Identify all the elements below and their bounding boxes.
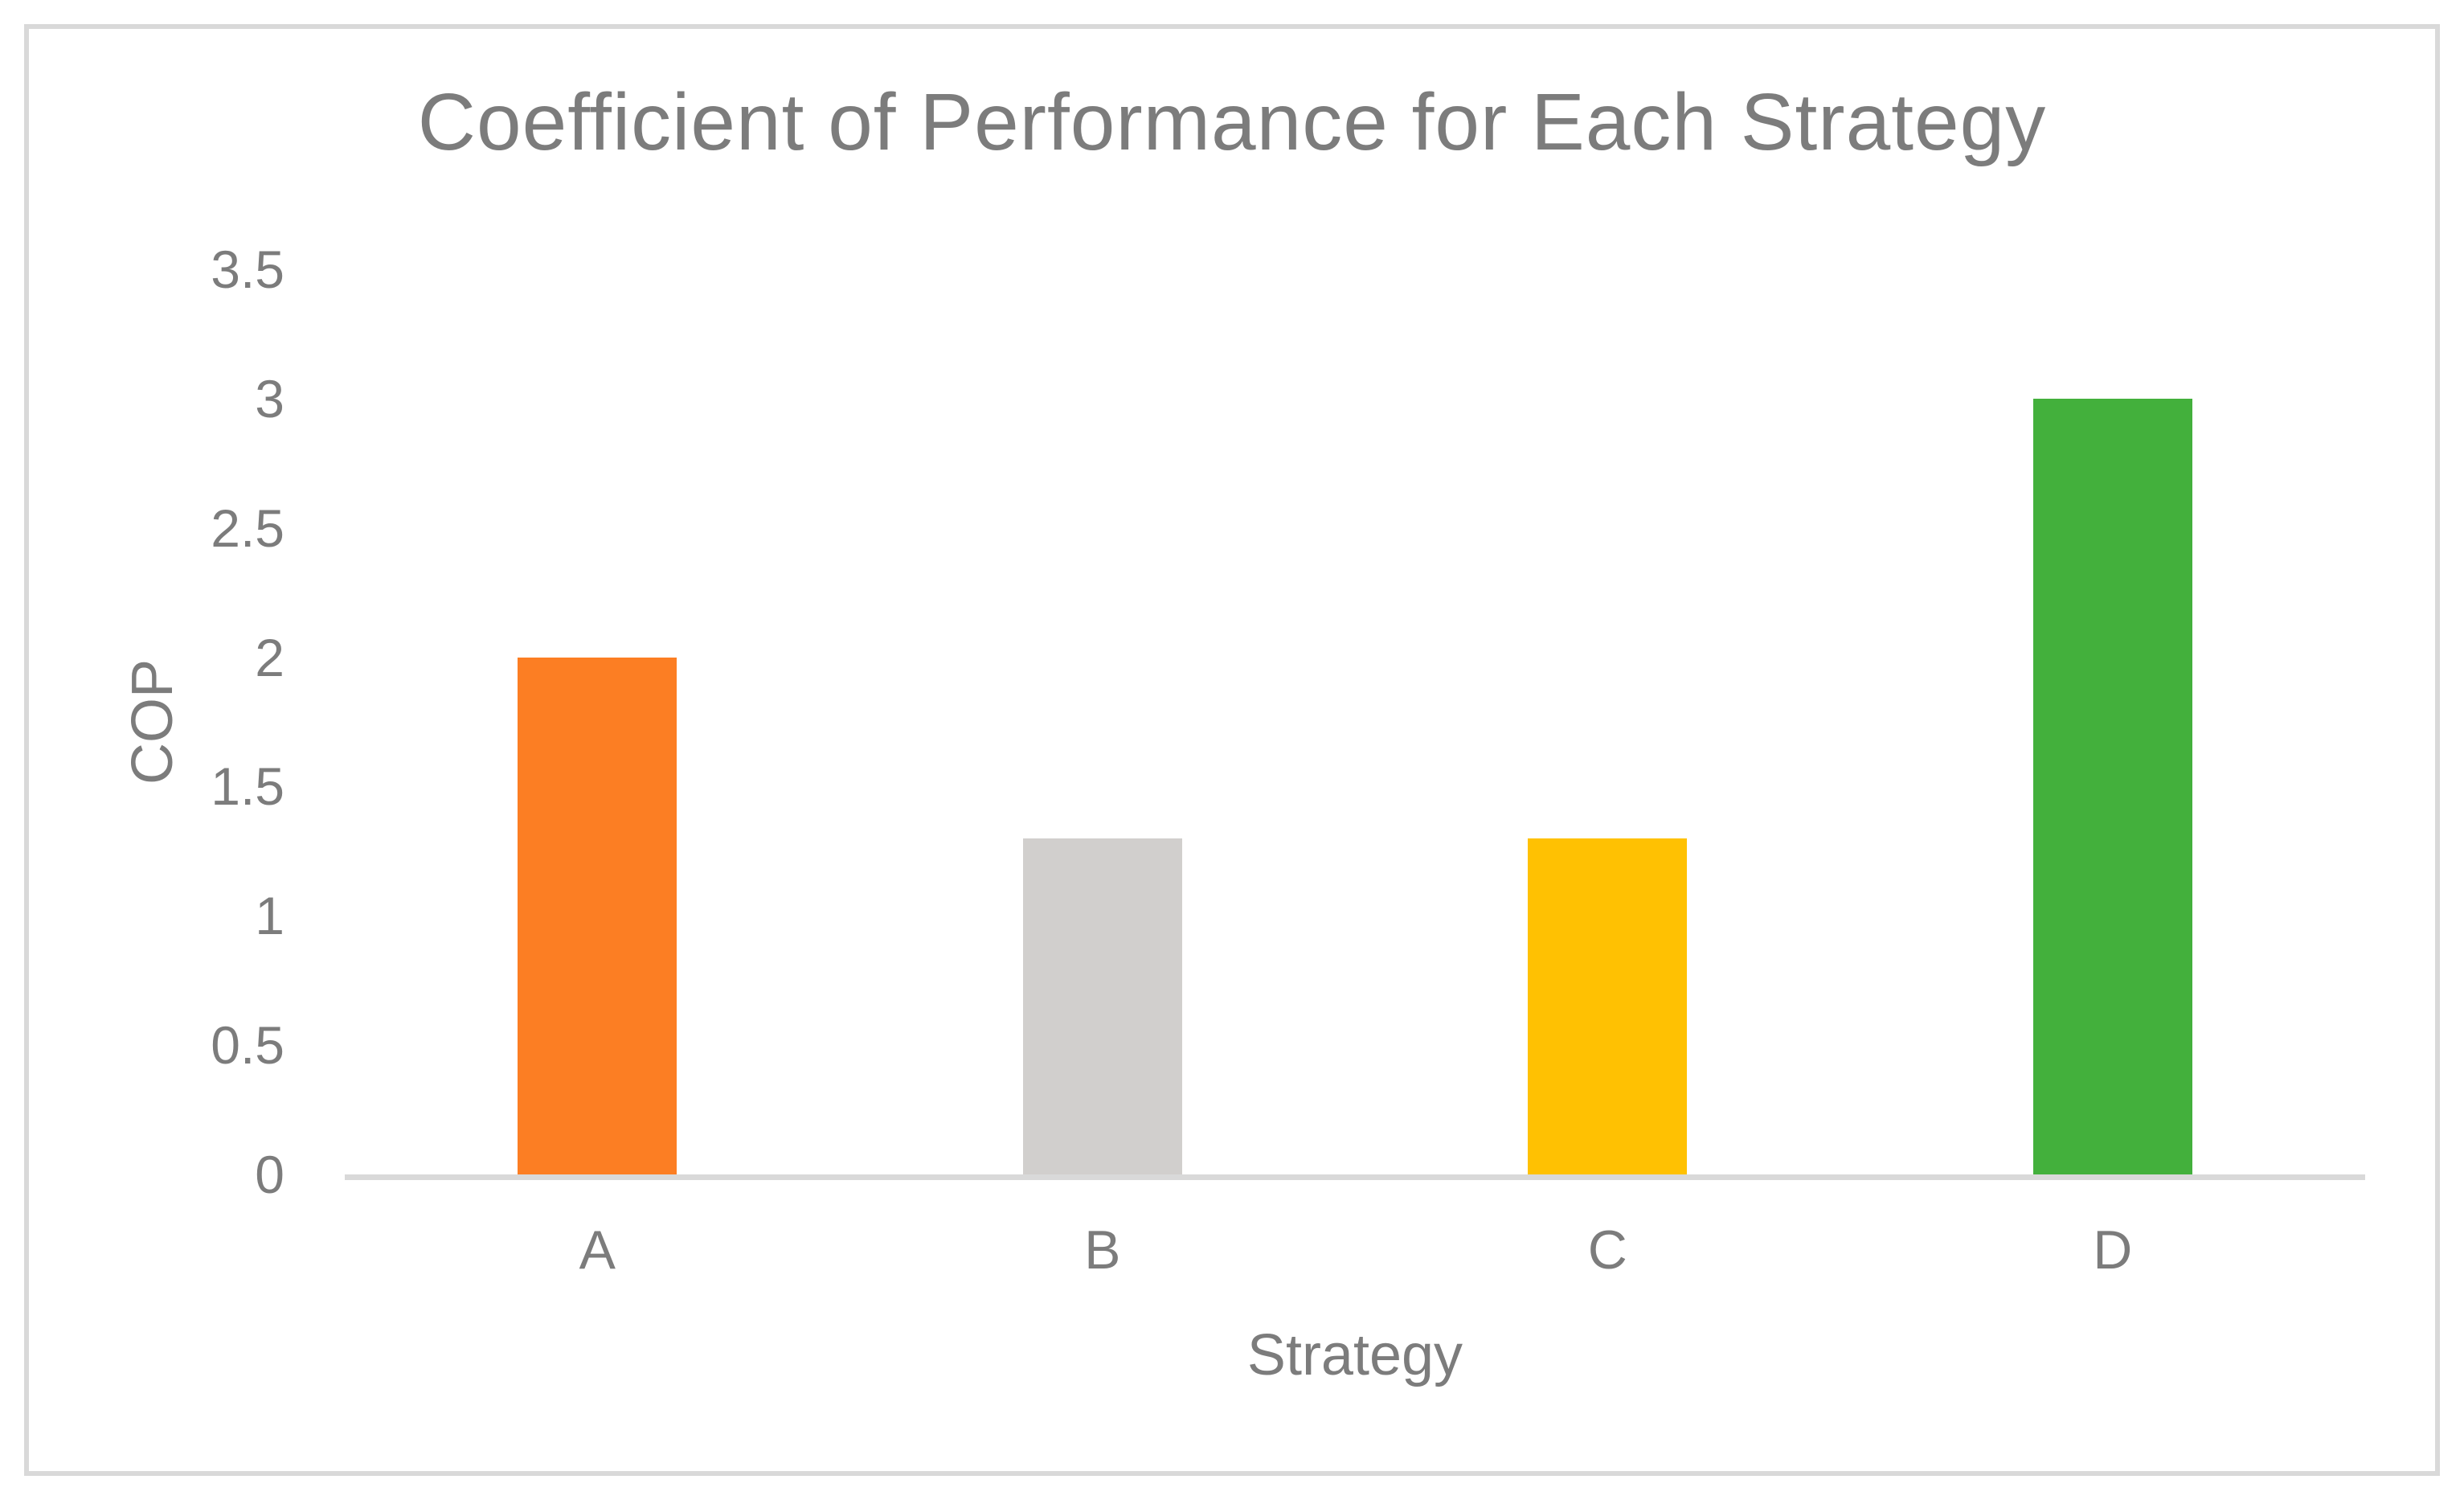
chart-title: Coefficient of Performance for Each Stra… <box>417 77 2047 167</box>
x-tick-label: C <box>1587 1219 1627 1281</box>
y-tick-label: 0.5 <box>211 1015 284 1076</box>
bars-container <box>345 269 2365 1174</box>
x-axis-tick-labels: A B C D <box>345 1219 2365 1281</box>
y-tick-label: 0 <box>255 1145 284 1204</box>
bar-B <box>1022 838 1182 1174</box>
category-slot <box>1860 269 2366 1174</box>
y-axis-tick-labels: 0 0.5 1 1.5 2 2.5 3 3.5 <box>211 240 2365 1204</box>
x-tick-label: B <box>1084 1219 1121 1281</box>
y-tick-label: 1 <box>255 886 284 946</box>
x-axis-title: Strategy <box>1246 1323 1463 1387</box>
bar-C <box>1528 838 1688 1174</box>
x-tick-label: D <box>2093 1219 2133 1281</box>
category-slot <box>345 269 850 1174</box>
bar-D <box>2032 398 2192 1174</box>
x-axis-line <box>345 1174 2365 1180</box>
y-tick-label: 1.5 <box>211 756 284 817</box>
bar-A <box>518 657 677 1174</box>
category-slot <box>850 269 1356 1174</box>
y-tick-label: 3 <box>255 368 284 428</box>
category-slot <box>1355 269 1860 1174</box>
y-tick-label: 2 <box>255 627 284 687</box>
x-tick-label: A <box>579 1219 616 1281</box>
y-axis-title: COP <box>121 658 185 785</box>
y-tick-label: 2.5 <box>211 498 284 558</box>
y-tick-label: 3.5 <box>211 240 284 299</box>
plot-area: 0 0.5 1 1.5 2 2.5 3 3.5 A B C D <box>211 240 2365 1281</box>
